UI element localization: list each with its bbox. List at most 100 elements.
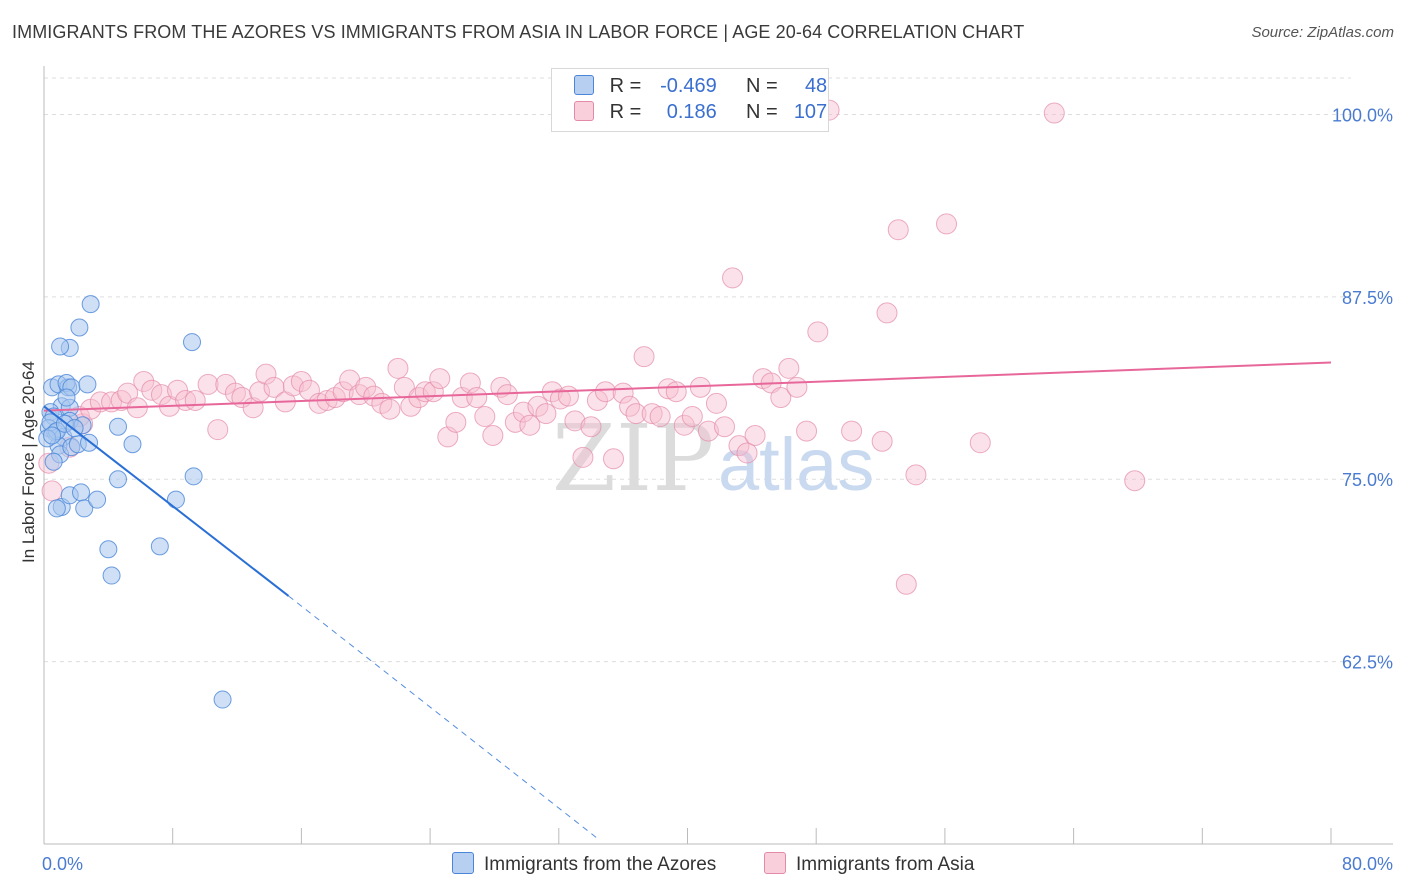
asia-point xyxy=(89,391,111,413)
azores-trendline-extension xyxy=(288,595,600,841)
asia-point xyxy=(535,403,557,425)
asia-point xyxy=(184,389,206,411)
asia-trendline xyxy=(43,361,1332,412)
azores-point xyxy=(88,490,107,509)
asia-point xyxy=(641,403,663,425)
asia-swatch xyxy=(574,101,594,121)
azores-point xyxy=(70,318,89,337)
asia-point xyxy=(895,573,917,595)
azores-n-value: 48 xyxy=(804,75,828,97)
asia-point xyxy=(496,384,518,406)
y-tick-label: 75.0% xyxy=(1342,470,1393,490)
azores-point xyxy=(183,333,202,352)
asia-n-value: 107 xyxy=(793,101,828,123)
bottom-legend-azores: Immigrants from the Azores xyxy=(452,852,716,876)
asia-point xyxy=(786,376,808,398)
azores-point xyxy=(109,417,128,436)
asia-point xyxy=(572,446,594,468)
azores-legend-swatch xyxy=(452,852,474,874)
azores-point xyxy=(44,452,63,471)
bottom-legend-asia: Immigrants from Asia xyxy=(764,852,974,876)
azores-point xyxy=(150,537,169,556)
y-axis-title: In Labor Force | Age 20-64 xyxy=(19,361,38,563)
legend-row-asia: R = 0.186 N = 107 xyxy=(574,101,827,127)
trendlines xyxy=(43,361,1332,841)
asia-point xyxy=(133,370,155,392)
asia-points xyxy=(38,99,1146,595)
azores-point xyxy=(51,337,70,356)
asia-point xyxy=(796,420,818,442)
asia-point xyxy=(564,410,586,432)
x-tick-label-max: 80.0% xyxy=(1342,854,1393,874)
asia-point xyxy=(308,392,330,414)
r-label: R = xyxy=(609,101,642,123)
asia-point xyxy=(905,464,927,486)
asia-point xyxy=(673,414,695,436)
asia-point xyxy=(466,387,488,409)
azores-trendline xyxy=(43,405,290,597)
azores-point xyxy=(81,295,100,314)
correlation-legend: R = -0.469 N = 48 R = 0.186 N = 107 xyxy=(551,68,829,132)
gridlines xyxy=(44,77,1351,663)
asia-point xyxy=(871,430,893,452)
asia-point xyxy=(474,405,496,427)
asia-point xyxy=(207,419,229,441)
azores-point xyxy=(213,690,232,709)
asia-point xyxy=(649,405,671,427)
y-tick-label: 100.0% xyxy=(1332,105,1393,125)
asia-point xyxy=(887,219,909,241)
azores-point xyxy=(43,426,62,445)
azores-point xyxy=(75,499,94,518)
azores-point xyxy=(57,388,76,407)
chart-title: IMMIGRANTS FROM THE AZORES VS IMMIGRANTS… xyxy=(12,22,1025,42)
asia-point xyxy=(728,435,750,457)
asia-point xyxy=(387,357,409,379)
asia-point xyxy=(625,403,647,425)
asia-point xyxy=(580,416,602,438)
asia-point xyxy=(841,420,863,442)
asia-point xyxy=(665,381,687,403)
asia-point xyxy=(117,382,139,404)
azores-r-value: -0.469 xyxy=(660,75,717,97)
asia-r-value: 0.186 xyxy=(666,101,717,123)
asia-point xyxy=(255,363,277,385)
azores-point xyxy=(99,540,118,559)
y-tick-label: 62.5% xyxy=(1342,653,1393,673)
asia-point xyxy=(339,369,361,391)
legend-row-azores: R = -0.469 N = 48 xyxy=(574,75,827,101)
asia-point xyxy=(445,411,467,433)
axes xyxy=(43,66,1393,845)
azores-point xyxy=(184,467,203,486)
asia-point xyxy=(429,368,451,390)
asia-point xyxy=(681,405,703,427)
asia-point xyxy=(770,387,792,409)
asia-legend-label: Immigrants from Asia xyxy=(796,854,975,875)
asia-point xyxy=(778,357,800,379)
asia-point xyxy=(969,432,991,454)
asia-point xyxy=(557,385,579,407)
asia-point xyxy=(807,321,829,343)
azores-point xyxy=(123,435,142,454)
azores-point xyxy=(78,375,97,394)
asia-point xyxy=(594,381,616,403)
asia-point xyxy=(714,416,736,438)
asia-point xyxy=(41,480,63,502)
asia-point xyxy=(1043,102,1065,124)
y-tick-label: 87.5% xyxy=(1342,288,1393,308)
asia-point xyxy=(1124,470,1146,492)
watermark: ZIP atlas xyxy=(552,405,874,512)
asia-point xyxy=(549,388,571,410)
r-label: R = xyxy=(609,75,642,97)
asia-point xyxy=(722,267,744,289)
asia-point xyxy=(705,392,727,414)
asia-point xyxy=(527,395,549,417)
azores-legend-label: Immigrants from the Azores xyxy=(484,854,717,875)
x-tick-label-min: 0.0% xyxy=(42,854,83,874)
axis-labels: 62.5% 75.0% 87.5% 100.0% 0.0% 80.0% In Labor F… xyxy=(19,105,1393,874)
asia-point xyxy=(876,302,898,324)
asia-point xyxy=(736,442,758,464)
n-label: N = xyxy=(745,75,778,97)
asia-point xyxy=(197,373,219,395)
asia-point xyxy=(290,370,312,392)
